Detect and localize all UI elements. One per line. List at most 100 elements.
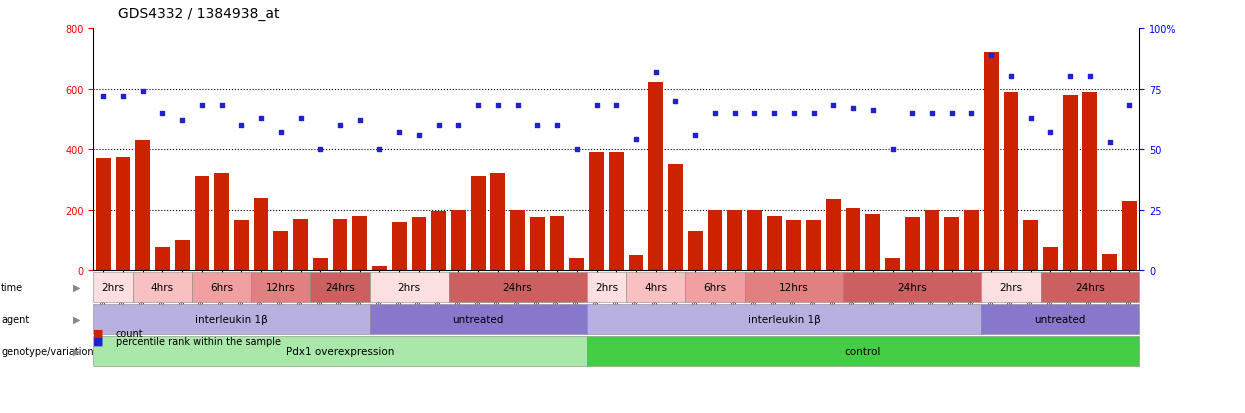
Bar: [96, 159, 111, 271]
Point: [646, 69, 666, 76]
Text: genotype/variation: genotype/variation: [1, 346, 93, 356]
Point: [1041, 130, 1061, 136]
Bar: [1043, 248, 1058, 271]
Point: [981, 52, 1001, 59]
Text: 24hrs: 24hrs: [325, 282, 355, 292]
Bar: [589, 153, 604, 271]
Text: time: time: [1, 282, 24, 292]
Bar: [174, 240, 189, 271]
Point: [1079, 74, 1099, 81]
Bar: [234, 221, 249, 271]
Bar: [669, 165, 682, 271]
Bar: [767, 216, 782, 271]
Bar: [885, 259, 900, 271]
Point: [1001, 74, 1021, 81]
Bar: [569, 259, 584, 271]
Point: [725, 110, 745, 117]
Bar: [825, 199, 840, 271]
Bar: [1003, 93, 1018, 271]
Point: [508, 103, 528, 109]
Bar: [727, 210, 742, 271]
Point: [133, 88, 153, 95]
Text: 24hrs: 24hrs: [898, 282, 928, 292]
Bar: [254, 198, 269, 271]
Bar: [510, 210, 525, 271]
Text: 12hrs: 12hrs: [266, 282, 296, 292]
Point: [251, 115, 271, 121]
Text: count: count: [116, 328, 143, 338]
Point: [152, 110, 172, 117]
Point: [1061, 74, 1081, 81]
Point: [1119, 103, 1139, 109]
Bar: [649, 83, 664, 271]
Point: [547, 122, 566, 129]
Point: [290, 115, 310, 121]
Bar: [1023, 221, 1038, 271]
Point: [606, 103, 626, 109]
Bar: [471, 177, 486, 271]
Text: control: control: [845, 346, 881, 356]
Text: 2hrs: 2hrs: [397, 282, 421, 292]
Text: 2hrs: 2hrs: [1000, 282, 1022, 292]
Point: [823, 103, 843, 109]
Bar: [905, 218, 920, 271]
Bar: [214, 174, 229, 271]
Point: [803, 110, 823, 117]
Point: [863, 108, 883, 114]
Bar: [707, 210, 722, 271]
Point: [390, 130, 410, 136]
Point: [192, 103, 212, 109]
Bar: [865, 215, 880, 271]
Text: 12hrs: 12hrs: [779, 282, 809, 292]
Bar: [372, 266, 387, 271]
Point: [370, 146, 390, 153]
Text: ▶: ▶: [73, 346, 81, 356]
Text: ▶: ▶: [73, 282, 81, 292]
Bar: [431, 211, 446, 271]
Text: 24hrs: 24hrs: [503, 282, 533, 292]
Point: [745, 110, 764, 117]
Bar: [194, 177, 209, 271]
Bar: [412, 218, 426, 271]
Point: [468, 103, 488, 109]
Point: [271, 130, 291, 136]
Bar: [530, 218, 545, 271]
Point: [1099, 139, 1119, 146]
Point: [528, 122, 548, 129]
Point: [350, 117, 370, 124]
Point: [626, 137, 646, 143]
Point: [586, 103, 606, 109]
Point: [310, 146, 330, 153]
Bar: [293, 219, 308, 271]
Bar: [925, 210, 940, 271]
Text: ■: ■: [93, 328, 103, 338]
Text: agent: agent: [1, 314, 30, 324]
Text: GDS4332 / 1384938_at: GDS4332 / 1384938_at: [118, 7, 280, 21]
Point: [566, 146, 586, 153]
Text: 24hrs: 24hrs: [1074, 282, 1104, 292]
Point: [784, 110, 804, 117]
Point: [330, 122, 350, 129]
Bar: [451, 210, 466, 271]
Bar: [787, 221, 802, 271]
Bar: [1102, 254, 1117, 271]
Point: [843, 105, 863, 112]
Text: Pdx1 overexpression: Pdx1 overexpression: [286, 346, 395, 356]
Text: 6hrs: 6hrs: [703, 282, 727, 292]
Bar: [332, 219, 347, 271]
Bar: [1082, 93, 1097, 271]
Bar: [964, 210, 979, 271]
Bar: [116, 157, 131, 271]
Point: [93, 93, 113, 100]
Bar: [1063, 95, 1077, 271]
Point: [903, 110, 923, 117]
Bar: [747, 210, 762, 271]
Bar: [550, 216, 564, 271]
Bar: [845, 209, 860, 271]
Bar: [984, 53, 998, 271]
Text: untreated: untreated: [452, 314, 504, 324]
Text: 2hrs: 2hrs: [595, 282, 618, 292]
Point: [428, 122, 448, 129]
Point: [212, 103, 232, 109]
Point: [448, 122, 468, 129]
